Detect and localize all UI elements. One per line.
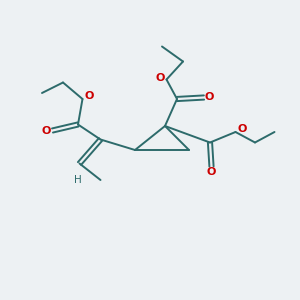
- Text: O: O: [42, 126, 51, 136]
- Text: O: O: [84, 91, 94, 101]
- Text: O: O: [205, 92, 214, 103]
- Text: O: O: [237, 124, 247, 134]
- Text: H: H: [74, 175, 82, 185]
- Text: O: O: [206, 167, 216, 177]
- Text: O: O: [155, 73, 165, 83]
